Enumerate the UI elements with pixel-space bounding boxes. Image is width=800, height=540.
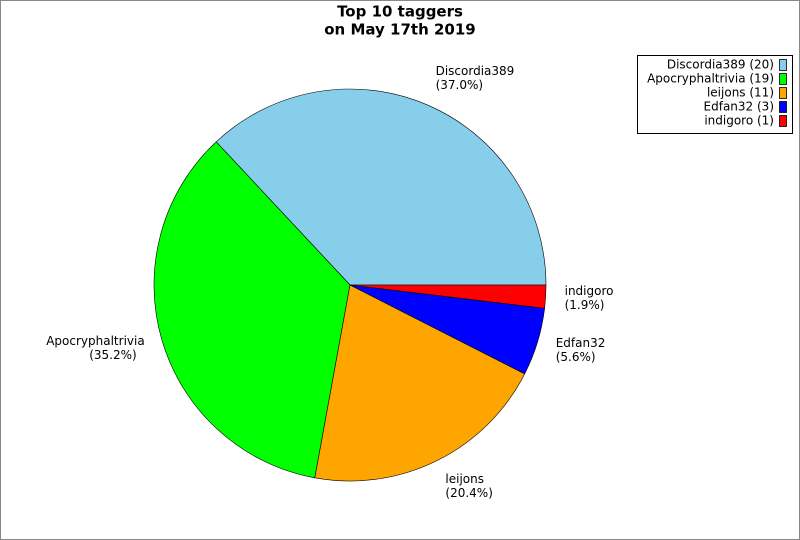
- slice-value-label: (37.0%): [436, 78, 483, 92]
- legend-swatch: [779, 115, 787, 127]
- slice-value-label: (35.2%): [89, 348, 136, 362]
- slice-value-label: (20.4%): [445, 486, 492, 500]
- slice-label: Edfan32: [556, 336, 606, 350]
- legend-label: leijons (11): [707, 86, 774, 100]
- slice-value-label: (5.6%): [556, 350, 596, 364]
- slice-label: indigoro: [565, 284, 614, 298]
- legend-swatch: [779, 73, 787, 85]
- legend-label: Edfan32 (3): [704, 100, 774, 114]
- legend-label: Discordia389 (20): [667, 58, 774, 72]
- pie-slice: [153, 141, 351, 479]
- slice-label: Discordia389: [436, 64, 515, 78]
- slice-label: leijons: [445, 472, 484, 486]
- legend-label: indigoro (1): [704, 114, 774, 128]
- pie-slice: [349, 284, 547, 309]
- legend-swatch: [779, 101, 787, 113]
- legend-swatch: [779, 87, 787, 99]
- chart-title: Top 10 taggers: [337, 3, 463, 21]
- legend-box: [637, 55, 793, 134]
- slice-value-label: (1.9%): [565, 298, 605, 312]
- pie-slice: [314, 284, 526, 482]
- legend-swatch: [779, 59, 787, 71]
- chart-subtitle: on May 17th 2019: [324, 21, 476, 39]
- slice-label: Apocryphaltrivia: [46, 334, 144, 348]
- legend-label: Apocryphaltrivia (19): [647, 72, 774, 86]
- pie-slice: [215, 88, 547, 286]
